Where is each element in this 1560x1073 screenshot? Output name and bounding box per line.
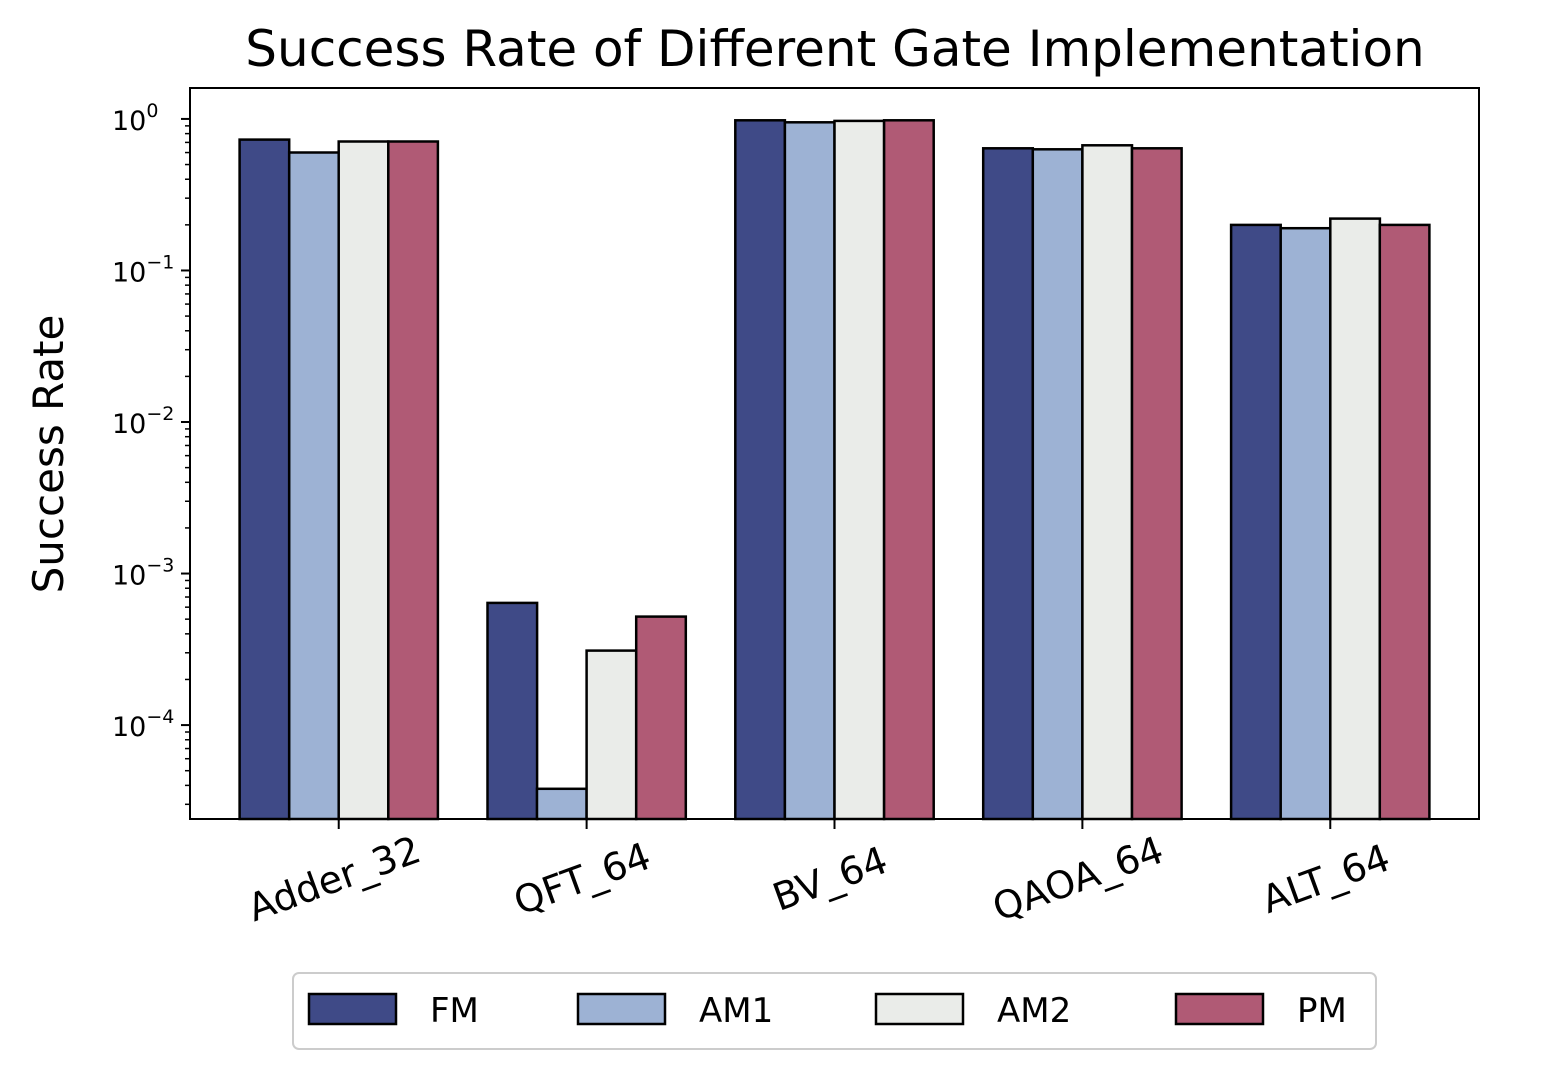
- legend-label-am1: AM1: [699, 991, 773, 1031]
- y-tick-label: 10−2: [112, 403, 174, 440]
- bar-am1-qft_64: [535, 787, 588, 821]
- x-tick-label: BV_64: [767, 838, 893, 920]
- bar-am1-alt_64: [1279, 226, 1332, 821]
- y-tick-exponent: −3: [146, 555, 174, 577]
- y-tick-base: 10: [112, 409, 146, 440]
- bar-fm-adder_32: [238, 138, 291, 821]
- y-tick-base: 10: [112, 257, 146, 288]
- bar-pm-qft_64: [634, 615, 688, 821]
- legend-swatch-am2: [874, 992, 965, 1026]
- y-tick-exponent: −1: [146, 251, 174, 273]
- bar-pm-alt_64: [1378, 223, 1431, 821]
- bar-fm-bv_64: [734, 119, 787, 821]
- y-tick-base: 10: [112, 106, 146, 137]
- bar-am1-bv_64: [783, 121, 836, 821]
- y-tick-base: 10: [112, 712, 146, 743]
- legend-label-am2: AM2: [997, 991, 1071, 1031]
- x-tick-label: QFT_64: [508, 834, 656, 924]
- x-tick-label: QAOA_64: [987, 828, 1169, 930]
- bar-am1-adder_32: [287, 151, 341, 821]
- chart-title: Success Rate of Different Gate Implement…: [245, 20, 1424, 78]
- y-tick-exponent: −4: [146, 706, 174, 728]
- bar-pm-bv_64: [882, 119, 935, 821]
- legend-swatch-am1: [576, 992, 667, 1026]
- y-tick-label: 10−3: [112, 555, 174, 592]
- bar-fm-alt_64: [1229, 223, 1282, 821]
- y-tick-exponent: −2: [146, 403, 174, 425]
- y-tick-base: 10: [112, 561, 146, 592]
- y-tick-exponent: 0: [146, 100, 158, 122]
- x-tick-label: ALT_64: [1256, 835, 1396, 922]
- legend: FM AM1 AM2 PM: [292, 972, 1377, 1050]
- y-tick-label: 100: [112, 100, 158, 137]
- bar-am2-qaoa_64: [1081, 144, 1134, 821]
- legend-label-pm: PM: [1297, 991, 1347, 1031]
- y-axis-label: Success Rate: [24, 315, 73, 594]
- bar-fm-qft_64: [486, 601, 539, 821]
- bar-am2-adder_32: [337, 140, 390, 821]
- legend-swatch-fm: [307, 992, 398, 1026]
- bar-pm-qaoa_64: [1130, 147, 1183, 821]
- bar-am2-bv_64: [833, 119, 886, 821]
- x-tick-label: Adder_32: [242, 827, 426, 930]
- bar-am2-qft_64: [585, 649, 638, 821]
- legend-swatch-pm: [1174, 992, 1265, 1026]
- legend-label-fm: FM: [430, 991, 479, 1031]
- bar-am1-qaoa_64: [1031, 148, 1084, 821]
- bar-fm-qaoa_64: [981, 147, 1035, 821]
- bar-am2-alt_64: [1329, 217, 1382, 821]
- bars-group: [238, 119, 1431, 821]
- y-tick-label: 10−1: [112, 251, 174, 288]
- y-tick-label: 10−4: [112, 706, 174, 743]
- x-axis: Adder_32 QFT_64 BV_64 QAOA_64 ALT_64: [242, 819, 1396, 930]
- legend-box: [292, 972, 1377, 1050]
- bar-pm-adder_32: [387, 140, 440, 821]
